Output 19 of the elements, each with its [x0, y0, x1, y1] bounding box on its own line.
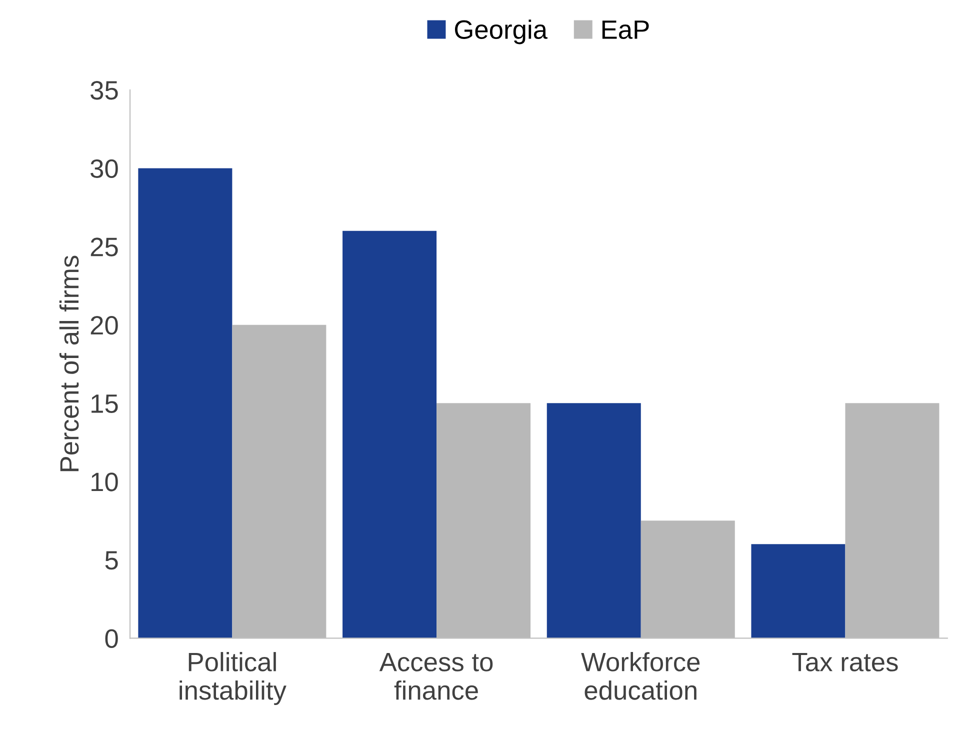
- y-axis-title: Percent of all firms: [59, 256, 79, 472]
- y-tick-label: 30: [90, 159, 118, 178]
- bar: [546, 403, 641, 638]
- x-tick-label: Access to finance: [379, 653, 493, 700]
- bar: [138, 168, 232, 638]
- legend-label: Georgia: [454, 20, 548, 44]
- x-tick-label: Political instability: [180, 652, 286, 706]
- y-tick-label: 5: [105, 551, 118, 570]
- y-tick-label: 20: [90, 316, 118, 335]
- legend-label: EaP: [602, 20, 649, 39]
- bar: [751, 544, 846, 638]
- y-tick-label: 10: [92, 472, 118, 492]
- y-tick-label: 25: [90, 238, 118, 256]
- bar: [342, 230, 437, 638]
- x-tick-label: Workforce education: [581, 652, 700, 700]
- y-tick-label: 0: [105, 629, 118, 648]
- x-tick-label: Tax rates: [792, 653, 898, 672]
- y-tick-label: 35: [90, 81, 118, 100]
- y-tick-label: 15: [92, 394, 118, 413]
